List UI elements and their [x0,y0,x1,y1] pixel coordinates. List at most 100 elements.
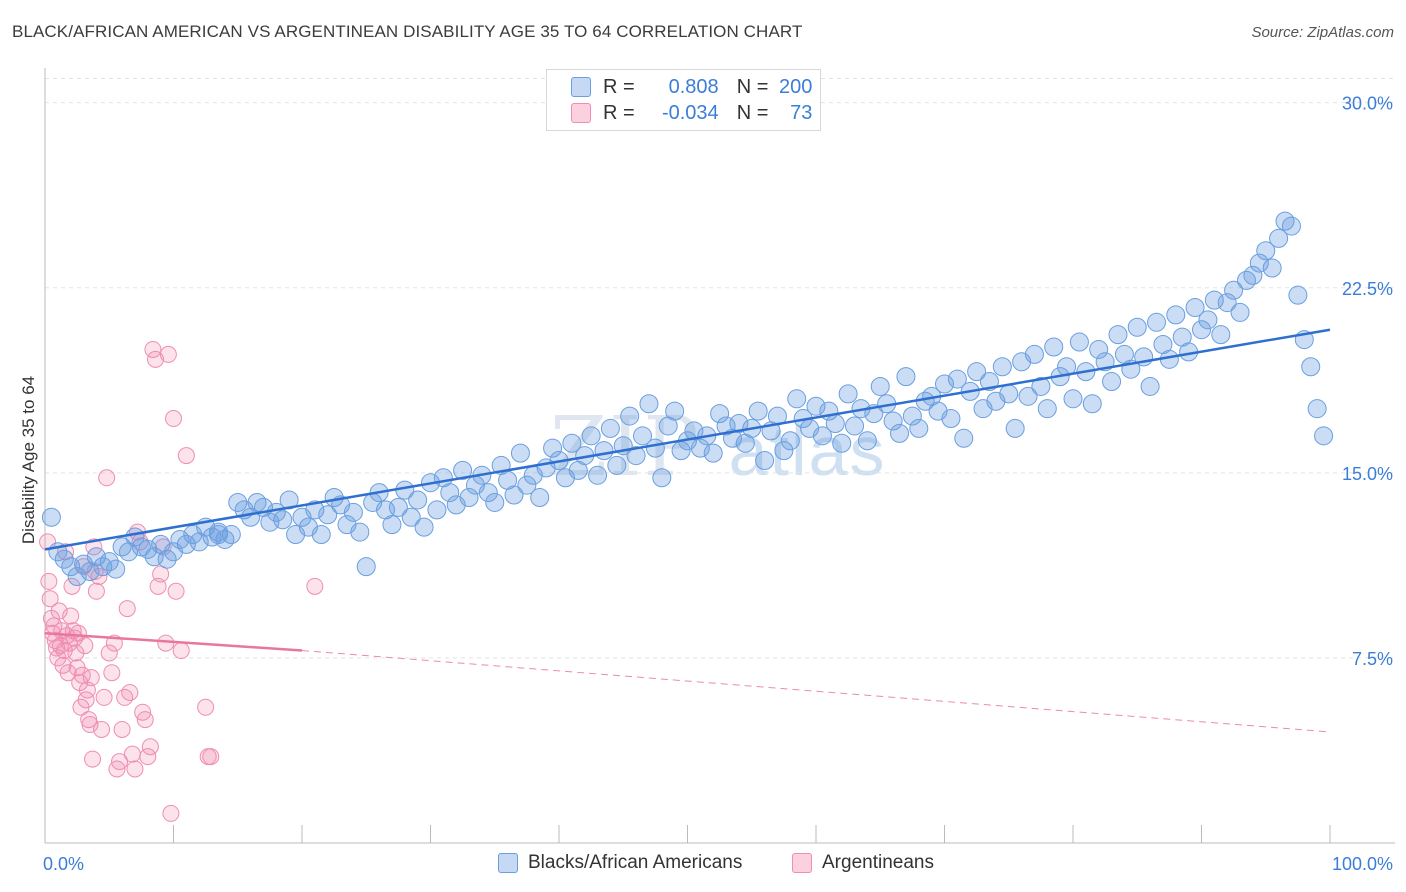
data-point-blacks [935,374,954,394]
trendline-argentineans [44,631,303,652]
data-point-argentineans [147,350,165,368]
data-point-blacks [967,362,987,382]
data-point-blacks [112,537,132,557]
legend-swatch-pink [571,103,591,123]
bottom-legend: Blacks/African Americans Argentineans [0,852,1406,878]
trendline-argentineans-extension [301,650,1331,733]
data-point-blacks [54,549,74,569]
data-point-argentineans [141,738,159,756]
data-point-blacks [530,488,550,508]
legend-item-argentineans: Argentineans [792,852,934,874]
data-point-blacks [247,492,267,512]
data-point-blacks [414,517,434,537]
data-point-blacks [1037,399,1057,419]
data-point-blacks [99,552,119,572]
legend-n-value: 200 [779,75,813,98]
data-point-blacks [588,465,608,485]
y-tick-label: 30.0% [1342,94,1393,114]
y-tick-label: 22.5% [1342,279,1393,299]
data-point-blacks [453,460,473,480]
data-point-blacks [1018,386,1038,406]
data-point-blacks [1089,339,1109,359]
data-point-argentineans [98,469,116,487]
legend-row-argentineans: R = -0.034 N = 73 [571,101,812,125]
x-tick-label: 100.0% [1332,854,1393,874]
data-point-blacks [857,431,877,451]
data-point-argentineans [87,582,105,600]
data-point-argentineans [116,688,134,706]
data-point-blacks [350,522,370,542]
x-tick-label: 0.0% [43,854,84,874]
data-point-blacks [1224,280,1244,300]
data-point-blacks [684,421,704,441]
data-point-blacks [1211,325,1231,345]
data-point-argentineans [59,664,77,682]
data-point-blacks [311,525,331,545]
data-point-argentineans [118,600,136,618]
data-point-blacks [748,401,768,421]
data-point-blacks [1166,305,1186,325]
legend-label-argentineans: Argentineans [822,852,934,873]
data-point-blacks [992,357,1012,377]
data-point-blacks [729,413,749,433]
data-point-blacks [279,490,299,510]
data-point-blacks [138,539,158,559]
data-point-blacks [806,396,826,416]
legend-n-label: N = [736,101,769,124]
data-point-blacks [67,566,87,586]
data-point-blacks [999,384,1019,404]
legend-swatch-blue [498,853,518,873]
data-point-blacks [1108,325,1128,345]
data-point-blacks [1024,344,1044,364]
data-point-argentineans [62,607,80,625]
data-point-blacks [645,438,665,458]
data-point-blacks [870,376,890,396]
data-point-blacks [600,418,620,438]
data-point-blacks [343,502,363,522]
data-point-argentineans [84,750,102,768]
data-point-blacks [941,409,961,429]
data-point-blacks [1031,376,1051,396]
data-point-blacks [755,451,775,470]
data-point-argentineans [157,634,175,652]
data-point-blacks [947,369,967,389]
data-point-argentineans [121,683,139,701]
data-point-argentineans [67,644,85,662]
data-point-blacks [838,384,858,404]
legend-label-blacks: Blacks/African Americans [528,852,743,873]
data-point-blacks [562,433,582,453]
trendline-blacks [44,328,1331,551]
data-point-argentineans [126,760,144,778]
data-point-blacks [1236,270,1256,290]
data-point-argentineans [177,447,195,465]
data-point-blacks [305,500,325,520]
data-point-argentineans [111,753,129,771]
data-point-blacks [1307,399,1327,419]
data-point-blacks [703,443,723,463]
data-point-blacks [774,441,794,461]
data-point-blacks [1127,317,1147,337]
data-point-blacks [106,559,126,579]
data-point-blacks [1217,293,1237,313]
data-point-blacks [1269,228,1289,248]
data-point-argentineans [159,345,177,363]
data-point-blacks [690,438,710,458]
data-point-blacks [1256,241,1276,261]
data-point-blacks [408,490,428,510]
data-point-blacks [1005,418,1025,438]
source-label: Source: ZipAtlas.com [1251,24,1394,41]
data-point-blacks [883,411,903,431]
data-point-blacks [215,529,235,549]
data-point-blacks [1281,216,1301,236]
chart-title: BLACK/AFRICAN AMERICAN VS ARGENTINEAN DI… [12,22,803,41]
data-point-blacks [1288,285,1308,305]
data-point-blacks [1262,258,1282,278]
data-point-argentineans [202,748,220,766]
data-point-blacks [510,443,530,463]
legend-row-blacks: R = 0.808 N = 200 [571,75,812,99]
data-point-blacks [86,547,106,567]
data-point-blacks [382,515,402,535]
data-point-blacks [607,455,627,475]
data-point-argentineans [123,745,141,763]
